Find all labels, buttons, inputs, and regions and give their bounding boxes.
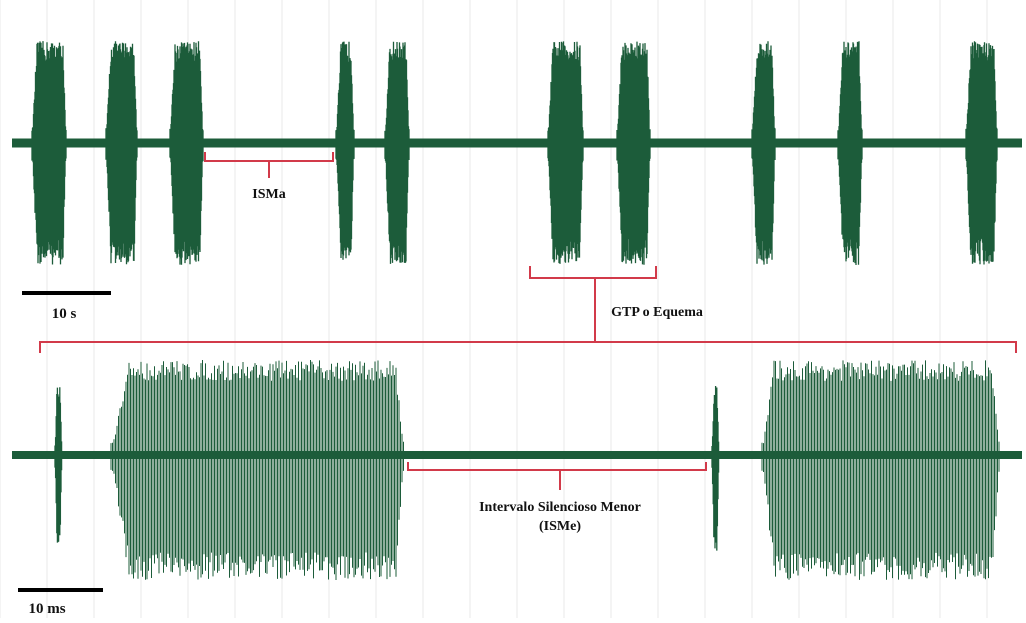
top-scalebar-label: 10 s bbox=[52, 306, 77, 322]
top-burst bbox=[169, 41, 204, 265]
top-burst bbox=[384, 41, 410, 264]
bottom-scalebar-label: 10 ms bbox=[28, 601, 65, 617]
top-trace-bursts bbox=[31, 41, 998, 265]
zoom-span-bracket bbox=[39, 341, 1017, 353]
isme-label-line2: (ISMe) bbox=[539, 519, 581, 534]
bottom-trace bbox=[12, 360, 1022, 580]
top-burst bbox=[335, 41, 355, 260]
bottom-spike bbox=[711, 386, 720, 551]
isme-bracket-line bbox=[407, 462, 707, 471]
bottom-trace-bursts bbox=[54, 360, 1000, 580]
isme-label-line1: Intervalo Silencioso Menor bbox=[479, 500, 641, 515]
bottom-spike bbox=[54, 387, 63, 543]
top-burst bbox=[751, 41, 776, 265]
gtp-bracket bbox=[39, 266, 1017, 353]
gtp-selection-bracket bbox=[529, 266, 657, 279]
top-burst bbox=[837, 41, 863, 265]
bottom-burst bbox=[110, 360, 404, 580]
top-burst bbox=[105, 41, 138, 265]
isma-label: ISMa bbox=[252, 187, 285, 202]
isme-bracket bbox=[407, 462, 707, 490]
top-trace bbox=[12, 41, 1022, 265]
gtp-label: GTP o Equema bbox=[611, 305, 703, 320]
top-burst bbox=[547, 41, 584, 264]
top-burst bbox=[31, 41, 67, 265]
top-burst bbox=[965, 41, 998, 265]
top-burst bbox=[616, 41, 651, 265]
bottom-burst bbox=[761, 360, 1000, 580]
isma-bracket-line bbox=[204, 152, 334, 162]
isma-bracket bbox=[204, 152, 334, 178]
